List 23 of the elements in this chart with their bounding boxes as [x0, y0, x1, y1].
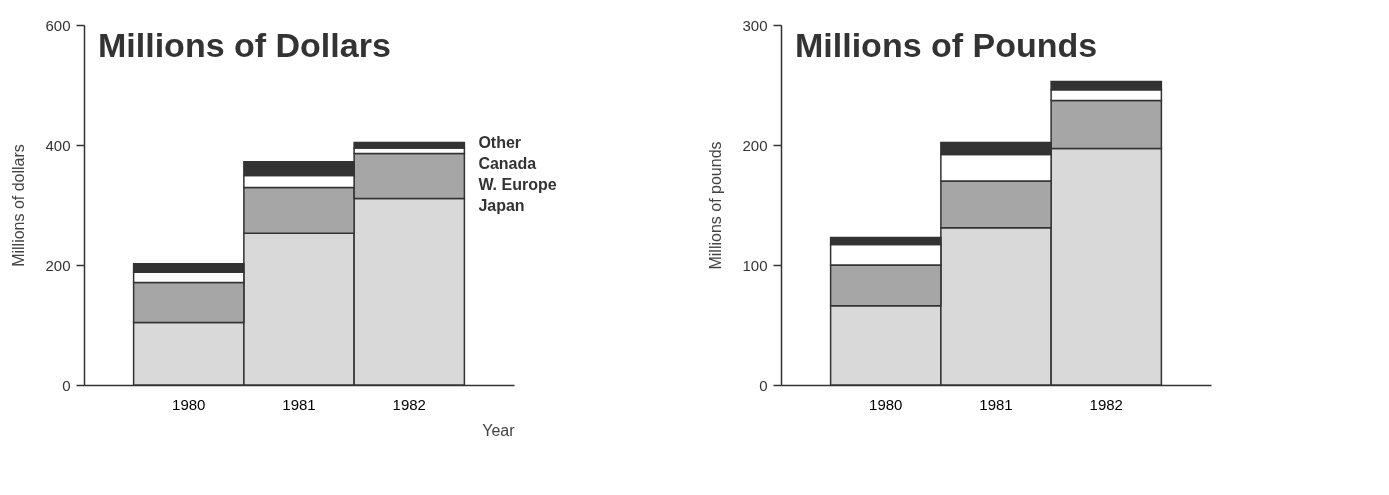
x-tick-label: 1981: [282, 395, 316, 413]
y-tick-label: 200: [45, 256, 71, 274]
y-axis-title: Millions of pounds: [707, 141, 725, 270]
series-label: Other: [478, 133, 522, 151]
x-tick-label: 1982: [1089, 395, 1123, 413]
y-tick-label: 300: [742, 16, 768, 34]
x-tick-label: 1981: [979, 395, 1013, 413]
x-tick-label: 1980: [869, 395, 903, 413]
series-label: Japan: [478, 196, 525, 214]
y-axis-title: Millions of dollars: [10, 144, 28, 267]
series-label: Canada: [478, 154, 537, 172]
series-label: W. Europe: [478, 175, 557, 193]
chart-title: Millions of Pounds: [795, 26, 1098, 64]
y-tick-label: 100: [742, 256, 768, 274]
y-tick-label: 0: [62, 376, 71, 394]
y-tick-label: 0: [759, 376, 768, 394]
y-tick-label: 600: [45, 16, 71, 34]
x-axis-title: Year: [482, 421, 516, 439]
x-tick-label: 1980: [172, 395, 206, 413]
y-tick-label: 400: [45, 136, 71, 154]
chart-title: Millions of Dollars: [98, 26, 391, 64]
x-tick-label: 1982: [392, 395, 426, 413]
y-tick-label: 200: [742, 136, 768, 154]
